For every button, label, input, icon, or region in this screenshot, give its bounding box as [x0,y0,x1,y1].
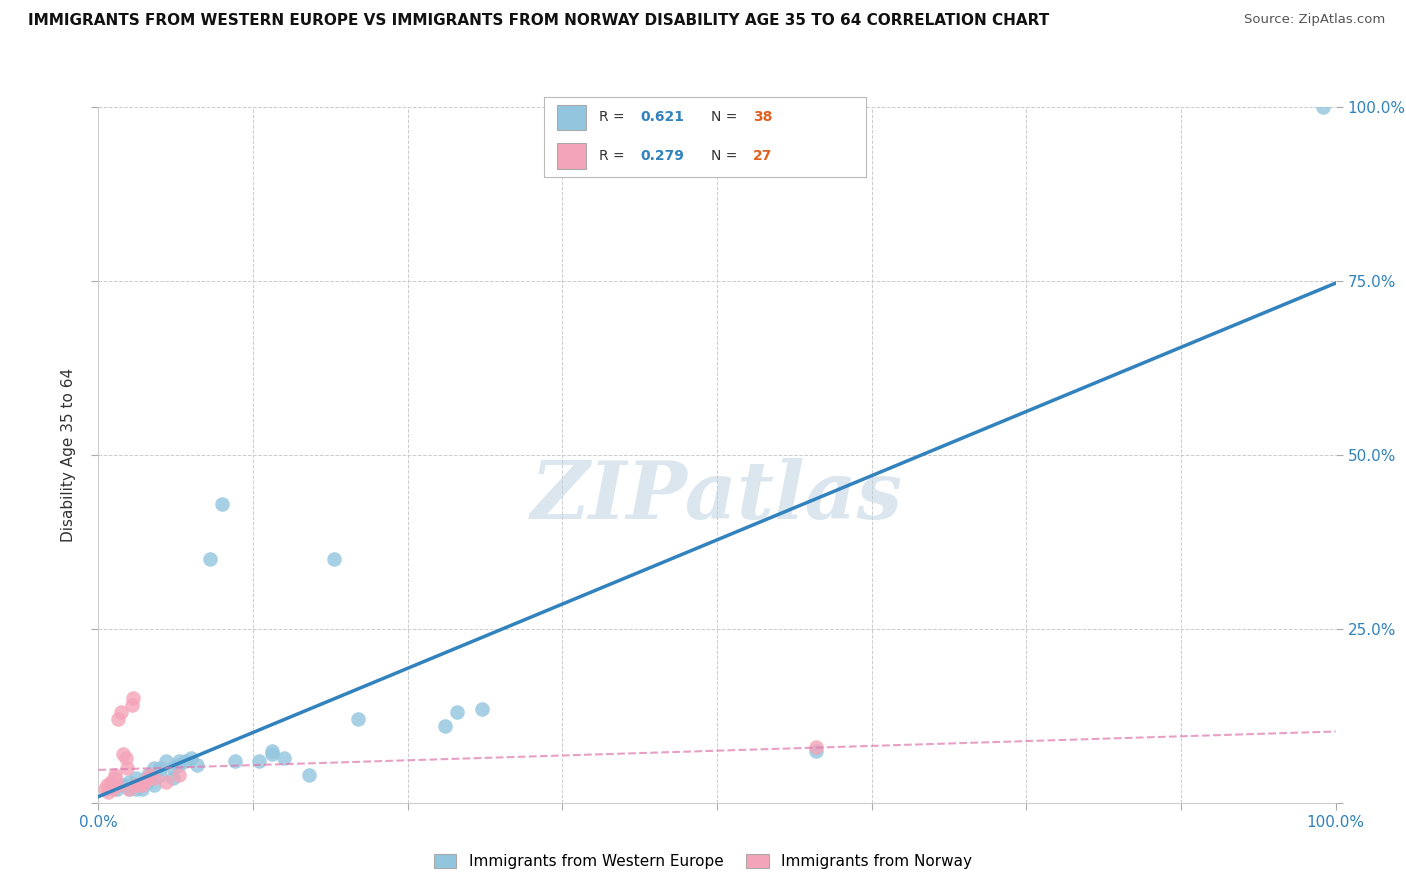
Y-axis label: Disability Age 35 to 64: Disability Age 35 to 64 [60,368,76,542]
Point [103,768,125,782]
Point [96,778,118,792]
Text: IMMIGRANTS FROM WESTERN EUROPE VS IMMIGRANTS FROM NORWAY DISABILITY AGE 35 TO 64: IMMIGRANTS FROM WESTERN EUROPE VS IMMIGR… [28,13,1049,29]
Point [260,747,283,761]
Point [167,768,190,782]
Point [149,768,172,782]
Point [347,712,370,726]
Point [143,761,166,775]
Point [97,785,120,799]
Point [155,754,177,768]
Point [1312,100,1334,114]
Point [105,781,128,796]
Point [118,781,141,796]
Point [124,778,146,792]
Point [136,772,159,786]
Point [103,772,125,786]
Point [107,712,129,726]
Point [149,761,172,775]
Point [131,781,153,796]
Point [127,778,149,792]
Point [110,706,132,720]
Point [224,754,246,768]
Point [260,744,283,758]
Text: ZIPatlas: ZIPatlas [531,458,903,535]
Point [167,754,190,768]
Point [433,719,456,733]
Point [186,757,208,772]
Point [118,775,141,789]
Point [115,761,138,775]
Point [121,698,143,713]
Point [143,778,166,792]
Point [298,768,321,782]
Point [100,775,122,789]
Point [446,706,468,720]
Point [124,778,146,792]
Point [174,754,197,768]
Point [471,702,494,716]
Point [211,497,233,511]
Point [139,768,162,782]
Point [93,781,115,796]
Point [105,778,128,792]
Point [131,778,153,792]
Legend: Immigrants from Western Europe, Immigrants from Norway: Immigrants from Western Europe, Immigran… [427,848,979,875]
Point [804,744,827,758]
Point [273,750,295,764]
Text: Source: ZipAtlas.com: Source: ZipAtlas.com [1244,13,1385,27]
Point [124,772,146,786]
Point [143,772,166,786]
Point [804,740,827,755]
Point [162,772,184,786]
Point [112,747,135,761]
Point [124,781,146,796]
Point [136,772,159,786]
Point [136,768,159,782]
Point [103,781,125,796]
Point [112,778,135,792]
Point [122,691,145,706]
Point [136,775,159,789]
Point [180,750,202,764]
Point [134,775,156,789]
Point [247,754,270,768]
Point [98,778,121,792]
Point [322,552,344,566]
Point [162,761,184,775]
Point [114,750,136,764]
Point [167,757,190,772]
Point [198,552,221,566]
Point [118,781,141,796]
Point [155,775,177,789]
